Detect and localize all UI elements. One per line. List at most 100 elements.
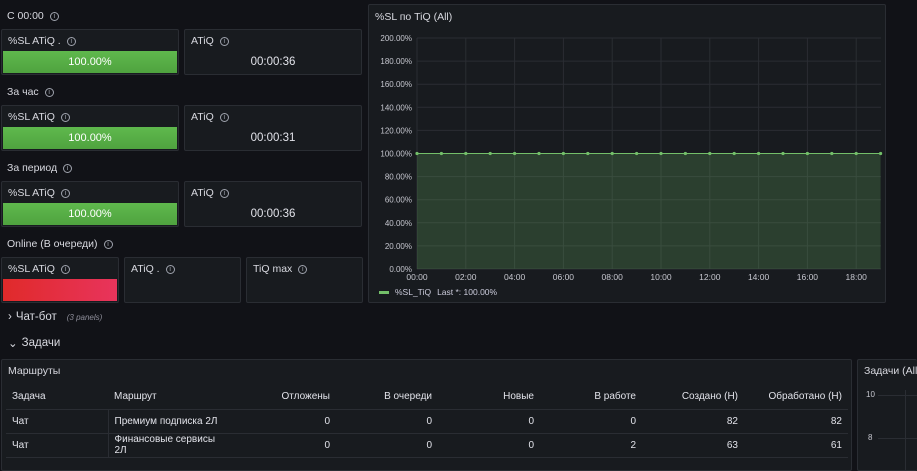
atiq-panel: ATiQ i 00:00:36 — [184, 29, 362, 75]
panel-title: %SL ATiQ . i — [8, 35, 76, 47]
table-cell: 82 — [744, 409, 848, 434]
grid-line — [878, 438, 917, 439]
panel-title: TiQ max i — [253, 263, 308, 275]
section-chatbot[interactable]: › Чат-бот (3 panels) — [8, 311, 102, 323]
info-icon[interactable]: i — [165, 264, 175, 274]
column-header[interactable]: Новые — [438, 385, 540, 410]
routes-table: Задача Маршрут Отложены В очереди Новые … — [6, 385, 848, 458]
column-header[interactable]: Отложены — [234, 385, 336, 410]
data-point — [757, 151, 761, 156]
panel-title: ATiQ . i — [131, 263, 175, 275]
info-icon[interactable]: i — [44, 87, 54, 97]
y-tick-label: 80.00% — [385, 173, 412, 182]
panel-title-text: Маршруты — [8, 365, 61, 377]
info-icon[interactable]: i — [60, 188, 70, 198]
table-cell: 61 — [744, 433, 848, 458]
panel-title: ATiQ i — [191, 111, 229, 123]
info-icon[interactable]: i — [66, 36, 76, 46]
table-cell: 0 — [540, 409, 642, 434]
info-icon[interactable]: i — [219, 36, 229, 46]
info-icon[interactable]: i — [60, 264, 70, 274]
panel-title-text: %SL ATiQ . — [8, 35, 61, 47]
y-tick-label: 140.00% — [380, 103, 412, 112]
online-sl-panel: %SL ATiQ i — [1, 257, 119, 303]
data-point — [513, 151, 517, 156]
info-icon[interactable]: i — [63, 163, 73, 173]
panel-title: ATiQ i — [191, 187, 229, 199]
table-cell: Премиум подписка 2Л — [107, 409, 234, 434]
table-cell: Чат — [6, 409, 108, 434]
info-icon[interactable]: i — [298, 264, 308, 274]
table-cell: 0 — [438, 409, 540, 434]
info-icon[interactable]: i — [60, 112, 70, 122]
table-header-row: Задача Маршрут Отложены В очереди Новые … — [6, 385, 848, 410]
sl-atiq-panel: %SL ATiQ . i 100.00% — [1, 29, 179, 75]
atiq-value: 00:00:36 — [250, 56, 296, 68]
column-header[interactable]: Обработано (Н) — [744, 385, 848, 410]
x-tick-label: 12:00 — [699, 272, 721, 282]
panel-title-text: %SL по TiQ (All) — [375, 11, 453, 23]
panel-title: %SL ATiQ i — [8, 187, 70, 199]
online-tiq-max-panel: TiQ max i — [246, 257, 363, 303]
x-tick-label: 18:00 — [846, 272, 868, 282]
x-tick-label: 00:00 — [406, 272, 428, 282]
data-point — [464, 151, 468, 156]
table-cell: Чат — [6, 433, 108, 458]
data-point — [879, 151, 883, 156]
panel-title-text: ATiQ . — [131, 263, 160, 275]
chevron-down-icon: ⌄ — [8, 338, 18, 350]
y-tick-label: 20.00% — [385, 242, 412, 251]
y-tick-label: 120.00% — [380, 126, 412, 135]
info-icon[interactable]: i — [219, 112, 229, 122]
sl-tiq-chart-panel: %SL по TiQ (All) 0.00% 20.00% 40.00% 60.00%… — [368, 4, 886, 303]
legend-swatch — [379, 290, 389, 294]
data-point — [635, 151, 639, 156]
column-header[interactable]: В работе — [540, 385, 642, 410]
y-tick-label: 160.00% — [380, 80, 412, 89]
panel-title: %SL по TiQ (All) — [375, 11, 452, 23]
sl-gauge-bar — [3, 279, 117, 301]
data-point — [659, 151, 663, 156]
group-title-text: За час — [7, 86, 39, 98]
chart-legend[interactable]: %SL_TiQ Last *: 100.00% — [379, 287, 497, 297]
panel-title-text: ATiQ — [191, 35, 214, 47]
series-area — [417, 153, 881, 269]
y-tick-label: 0.00% — [389, 265, 412, 274]
info-icon[interactable]: i — [49, 11, 59, 21]
y-tick-label: 40.00% — [385, 219, 412, 228]
table-cell: 0 — [438, 433, 540, 458]
x-tick-label: 08:00 — [602, 272, 624, 282]
sl-tiq-chart: 0.00% 20.00% 40.00% 60.00% 80.00% 100.00% 120.… — [380, 34, 883, 282]
panel-title-text: TiQ max — [253, 263, 293, 275]
group-title-period: За период i — [7, 162, 73, 174]
column-header[interactable]: Создано (Н) — [642, 385, 744, 410]
panel-title: Задачи (All) — [864, 365, 917, 377]
section-tasks[interactable]: ⌄ Задачи — [8, 336, 60, 350]
group-title-text: С 00:00 — [7, 10, 44, 22]
column-header[interactable]: Задача — [6, 385, 108, 410]
y-tick-label: 200.00% — [380, 34, 412, 43]
info-icon[interactable]: i — [103, 239, 113, 249]
info-icon[interactable]: i — [219, 188, 229, 198]
grid-line — [905, 390, 906, 471]
column-header[interactable]: Маршрут — [108, 385, 234, 410]
x-tick-label: 06:00 — [553, 272, 575, 282]
panel-title: %SL ATiQ i — [8, 263, 70, 275]
panel-title-text: %SL ATiQ — [8, 111, 55, 123]
table-cell: 82 — [642, 409, 744, 434]
sl-gauge-bar: 100.00% — [3, 203, 177, 225]
x-tick-label: 02:00 — [455, 272, 477, 282]
atiq-panel: ATiQ i 00:00:36 — [184, 181, 362, 227]
legend-series-label: %SL_TiQ — [395, 287, 432, 297]
y-tick-label: 60.00% — [385, 196, 412, 205]
group-title-since-midnight: С 00:00 i — [7, 10, 59, 22]
table-cell: 0 — [336, 409, 438, 434]
atiq-panel: ATiQ i 00:00:31 — [184, 105, 362, 151]
data-point — [732, 151, 736, 156]
column-header[interactable]: В очереди — [336, 385, 438, 410]
group-title-text: За период — [7, 162, 58, 174]
sl-gauge-bar: 100.00% — [3, 127, 177, 149]
data-point — [781, 151, 785, 156]
y-tick-label: 10 — [866, 390, 875, 399]
group-title-hour: За час i — [7, 86, 54, 98]
